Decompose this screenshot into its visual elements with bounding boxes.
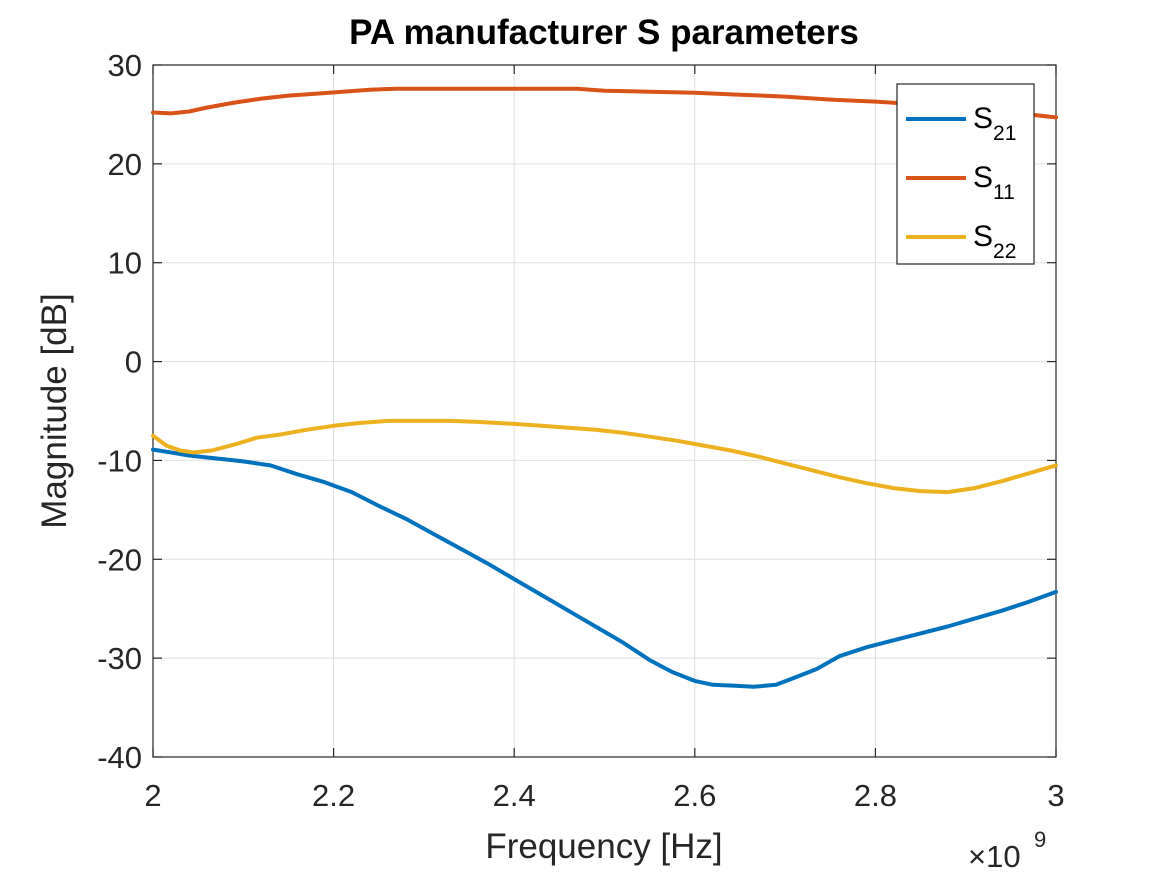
y-tick-label: -30 — [97, 641, 142, 676]
series-line-s21 — [151, 447, 1058, 689]
axis-ticks: 2 2.2 2.4 2.6 2.8 3 30 20 10 0 -10 -20 -30 -40 — [97, 48, 1064, 813]
x-tick-label: 3 — [1047, 778, 1064, 813]
y-tick-label: 10 — [108, 246, 142, 281]
plot-area — [152, 64, 1057, 758]
x-exponent-power: 9 — [1034, 827, 1046, 852]
y-tick-label: 20 — [108, 147, 142, 182]
y-tick-label: -10 — [97, 443, 142, 478]
y-tick-label: 30 — [108, 48, 142, 83]
legend-label-s22: S22 — [973, 220, 1016, 263]
x-exponent-base: ×10 — [968, 839, 1021, 874]
y-tick-label: 0 — [125, 345, 142, 380]
legend: S21 S11 S22 — [896, 83, 1035, 265]
y-axis-label: Magnitude [dB] — [35, 293, 74, 528]
legend-label-s21: S21 — [973, 102, 1016, 145]
y-tick-label: -20 — [97, 542, 142, 577]
x-tick-label: 2.4 — [493, 778, 536, 813]
legend-box — [896, 83, 1035, 265]
series-line-s11 — [151, 86, 1058, 120]
x-axis-exponent: ×10 9 — [968, 827, 1046, 874]
chart-title: PA manufacturer S parameters — [349, 13, 859, 52]
legend-label-s11: S11 — [973, 161, 1015, 204]
y-tick-label: -40 — [97, 740, 142, 775]
series-line-s22 — [151, 418, 1058, 495]
x-tick-label: 2.2 — [312, 778, 355, 813]
series-lines — [151, 86, 1058, 689]
x-tick-label: 2 — [144, 778, 161, 813]
x-tick-label: 2.6 — [673, 778, 716, 813]
x-axis-label: Frequency [Hz] — [485, 827, 722, 866]
x-tick-label: 2.8 — [854, 778, 897, 813]
